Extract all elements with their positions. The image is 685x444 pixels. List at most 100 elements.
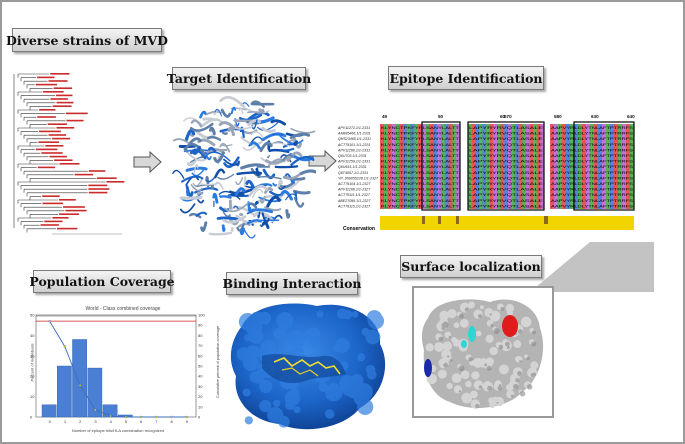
svg-text:LAPYRYRVQTLASALE: LAPYRYRVQTLASALE [469,193,545,197]
svg-text:KLYNCTPKFYRLSANYLALTT: KLYNCTPKFYRLSANYLALTT [381,193,459,197]
phylogenetic-tree [13,73,125,235]
cumulative-point [139,415,143,419]
binding-title: Binding Interaction [223,272,362,295]
alignment-position-label: 60 [500,114,506,119]
svg-text:AAPVYRLDLYTNLAFTPTRRFS: AAPVYRLDLYTNLAFTPTRRFS [551,182,634,186]
y2-tick-label: 80 [198,333,203,338]
svg-text:AAPVYRLDLYTNLAFTPTRRFS: AAPVYRLDLYTNLAFTPTRRFS [551,148,634,152]
svg-text:AAPVYRLDLYTNLAFTPTRRFS: AAPVYRLDLYTNLAFTPTRRFS [551,204,634,208]
coverage-chart: 0 1 2 3 4 5 6 7 8 9 0 10 20 30 40 50 0 10 20 30 40 50 60 70 80 90… [28,298,221,436]
sequence-id: ACT79111.1/1-2327 [338,193,371,197]
x-tick-label: 1 [64,419,67,424]
epitope-title: Epitope Identification [388,66,544,90]
svg-text:LAPYRYRVQTLASALE: LAPYRYRVQTLASALE [469,143,545,147]
chart-ylabel-left: Percent of individuals [29,343,35,382]
sequence-id: QHS23465.1/1-2331 [338,137,371,141]
sequence-id: Q6T4957.1/1-2331 [338,171,368,175]
svg-text:KLYNCTPKFYRLSANYLALTT: KLYNCTPKFYRLSANYLALTT [381,160,459,164]
coverage-bar [41,404,57,418]
svg-text:AAPVYRLDLYTNLAFTPTRRFS: AAPVYRLDLYTNLAFTPTRRFS [551,132,634,136]
target-title: Target Identification [167,67,311,90]
cumulative-point [185,415,188,419]
svg-text:AAPVYRLDLYTNLAFTPTRRFS: AAPVYRLDLYTNLAFTPTRRFS [551,171,634,175]
y2-tick-label: 50 [198,364,203,369]
y2-tick-label: 40 [198,374,203,379]
svg-text:KLYNCTPKFYRLSANYLALTT: KLYNCTPKFYRLSANYLALTT [381,204,459,208]
y2-tick-label: 100 [198,313,205,318]
cumulative-point [94,408,97,412]
sequence-id: ACT79101.1/1-2331 [338,143,370,147]
sequence-id: YP_009055228.1/1-2327 [338,176,379,180]
chart-xlabel: Number of epitope hits/HLA combination r… [71,428,165,433]
y-tick-label: 40 [30,333,35,338]
svg-text:KLYNCTPKFYRLSANYLALTT: KLYNCTPKFYRLSANYLALTT [381,137,459,141]
surface-localization-panel [412,286,554,418]
cumulative-point [124,415,128,419]
svg-text:LAPYRYRVQTLASALE: LAPYRYRVQTLASALE [469,137,545,141]
y-tick-label: 10 [30,394,35,399]
cumulative-point [63,345,67,348]
y2-tick-label: 30 [198,384,203,389]
svg-text:LAPYRYRVQTLASALE: LAPYRYRVQTLASALE [469,171,545,175]
svg-text:AAPVYRLDLYTNLAFTPTRRFS: AAPVYRLDLYTNLAFTPTRRFS [551,176,634,180]
sequence-id: ABE27095.1/1-2327 [338,199,371,203]
svg-text:LAPYRYRVQTLASALE: LAPYRYRVQTLASALE [469,148,545,152]
y-tick-label: 50 [30,313,35,318]
svg-text:AAPVYRLDLYTNLAFTPTRRFS: AAPVYRLDLYTNLAFTPTRRFS [551,137,634,141]
svg-text:KLYNCTPKFYRLSANYLALTT: KLYNCTPKFYRLSANYLALTT [381,143,459,147]
alignment-position-label: 640 [627,114,635,119]
svg-text:LAPYRYRVQTLASALE: LAPYRYRVQTLASALE [469,165,545,169]
svg-text:LAPYRYRVQTLASALE: LAPYRYRVQTLASALE [469,176,545,180]
x-tick-label: 8 [171,419,174,424]
coverage-bar [57,365,72,418]
alignment-position-label: 49 [382,114,388,119]
x-tick-label: 7 [155,419,158,424]
y2-tick-label: 90 [198,323,203,328]
cumulative-point [155,415,158,419]
cumulative-point [48,319,51,323]
cumulative-line [49,320,187,418]
sequence-id: ACT79115.1/1-2327 [338,204,371,208]
y-tick-label: 0 [30,415,33,420]
cumulative-point [109,414,112,418]
alignment-position-label: 580 [554,114,562,119]
y2-tick-label: 10 [198,404,203,409]
x-tick-label: 2 [79,419,82,424]
binding-interaction-image [230,303,386,430]
x-tick-label: 5 [125,419,128,424]
cumulative-point [170,415,173,419]
svg-text:LAPYRYRVQTLASALE: LAPYRYRVQTLASALE [469,182,545,186]
svg-text:KLYNCTPKFYRLSANYLALTT: KLYNCTPKFYRLSANYLALTT [381,132,459,136]
x-tick-label: 9 [186,419,189,424]
chart-title: World - Class combined coverage [85,306,161,312]
svg-text:AAPVYRLDLYTNLAFTPTRRFS: AAPVYRLDLYTNLAFTPTRRFS [551,165,634,169]
sequence-id: APV11259.1/1-2331 [338,160,370,164]
surface-title: Surface localization [400,255,542,278]
y2-tick-label: 70 [198,343,203,348]
svg-text:KLYNCTPKFYRLSANYLALTT: KLYNCTPKFYRLSANYLALTT [381,148,459,152]
y-tick-label: 20 [30,374,35,379]
svg-text:AAPVYRLDLYTNLAFTPTRRFS: AAPVYRLDLYTNLAFTPTRRFS [551,143,634,147]
svg-text:AAPVYRLDLYTNLAFTPTRRFS: AAPVYRLDLYTNLAFTPTRRFS [551,126,634,130]
svg-text:LAPYRYRVQTLASALE: LAPYRYRVQTLASALE [469,154,545,158]
cumulative-point [78,384,82,387]
x-tick-label: 4 [110,419,113,424]
svg-text:AAPVYRLDLYTNLAFTPTRRFS: AAPVYRLDLYTNLAFTPTRRFS [551,188,634,192]
svg-text:LAPYRYRVQTLASALE: LAPYRYRVQTLASALE [469,204,545,208]
alignment-position-label: 630 [591,114,599,119]
coverage-bar [72,339,87,418]
sequence-id: AAR85466.1/1-2331 [338,132,371,136]
y2-tick-label: 60 [198,353,203,358]
svg-text:KLYNCTPKFYRLSANYLALTT: KLYNCTPKFYRLSANYLALTT [381,171,459,175]
svg-text:KLYNCTPKFYRLSANYLALTT: KLYNCTPKFYRLSANYLALTT [381,154,459,158]
sequence-id: APV11271.1/1-2331 [338,126,370,130]
coverage-bar [87,367,103,418]
svg-text:LAPYRYRVQTLASALE: LAPYRYRVQTLASALE [469,126,545,130]
arrow-right-icon [133,151,162,173]
svg-text:KLYNCTPKFYRLSANYLALTT: KLYNCTPKFYRLSANYLALTT [381,199,459,203]
conservation-label: Conservation [343,226,375,232]
coverage-title: Population Coverage [29,270,175,293]
svg-text:AAPVYRLDLYTNLAFTPTRRFS: AAPVYRLDLYTNLAFTPTRRFS [551,154,634,158]
epitope-cyan-patch [461,340,467,348]
svg-text:KLYNCTPKFYRLSANYLALTT: KLYNCTPKFYRLSANYLALTT [381,176,459,180]
